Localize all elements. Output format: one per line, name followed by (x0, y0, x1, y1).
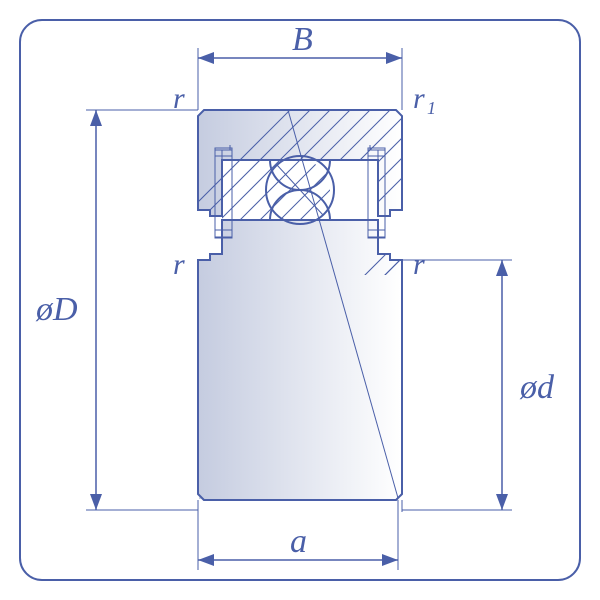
label-r-top-left: r (173, 82, 185, 115)
label-r-mid-right: r (413, 248, 425, 281)
dimension-D: øD (35, 110, 198, 510)
inner-ring (110, 190, 510, 570)
svg-text:r: r (413, 82, 425, 115)
label-r1-top-right: r 1 (413, 82, 436, 118)
label-d: ød (519, 369, 555, 406)
dimension-d: ød (402, 260, 555, 510)
rolling-element-ball (266, 156, 334, 224)
label-a: a (290, 523, 307, 560)
svg-text:1: 1 (427, 98, 436, 118)
bearing-cross-section-diagram: B øD ød a r r 1 r r (0, 0, 600, 600)
dimension-a: a (198, 500, 398, 570)
label-D: øD (35, 291, 78, 328)
label-B: B (292, 21, 313, 58)
label-r-mid-left: r (173, 248, 185, 281)
dimension-B: B (198, 21, 402, 110)
